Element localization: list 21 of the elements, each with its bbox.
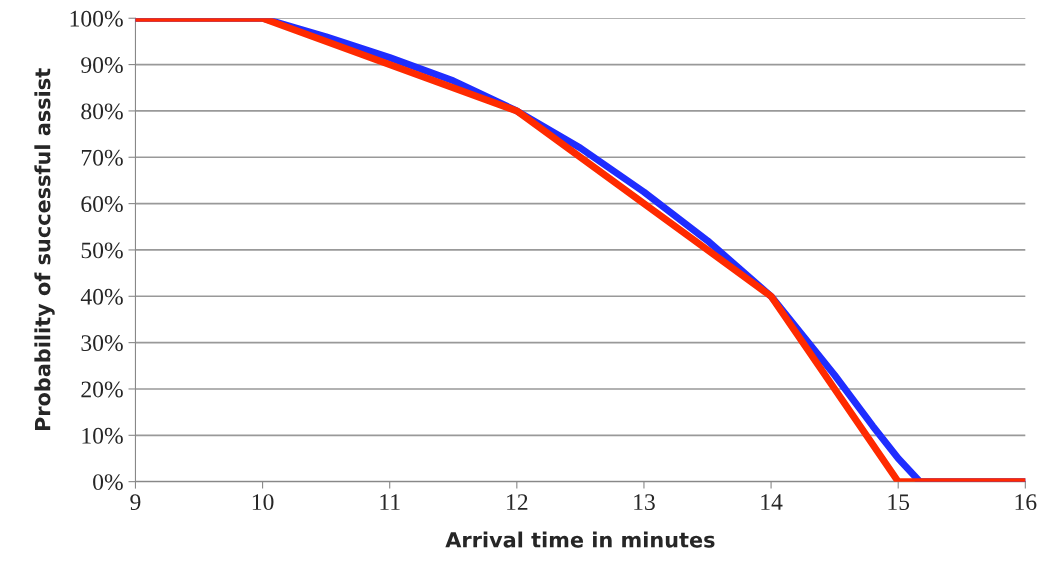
- x-tick-label: 9: [130, 494, 141, 511]
- x-tick-label: 13: [634, 494, 655, 511]
- y-axis-title: Probability of successful assist: [34, 68, 55, 431]
- x-tick-label: 11: [380, 494, 400, 510]
- x-tick-label: 16: [1015, 494, 1037, 511]
- y-tick-label: 90%: [81, 57, 123, 74]
- y-tick-label: 60%: [81, 196, 123, 213]
- x-tick-label: 15: [888, 494, 910, 511]
- y-tick-label: 80%: [81, 103, 123, 120]
- x-tick-label: 12: [507, 494, 528, 510]
- y-tick-label: 30%: [81, 335, 123, 352]
- y-tick-label: 100%: [70, 10, 123, 27]
- x-axis-title: Arrival time in minutes: [445, 531, 715, 548]
- y-tick-label: 10%: [82, 427, 123, 444]
- y-tick-label: 70%: [81, 149, 123, 166]
- x-tick-label: 14: [761, 494, 783, 510]
- y-tick-label: 20%: [81, 381, 123, 398]
- y-tick-label: 0%: [93, 474, 123, 491]
- y-tick-label: 50%: [81, 242, 123, 259]
- y-tick-label: 40%: [80, 288, 123, 305]
- x-tick-label: 10: [252, 494, 274, 511]
